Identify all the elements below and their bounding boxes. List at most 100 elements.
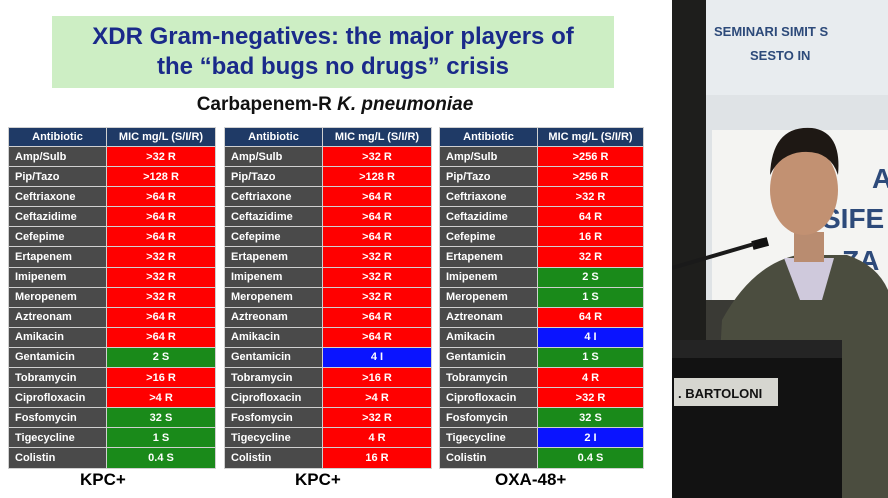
mic-value-cell: 64 R	[537, 306, 644, 328]
antibiotic-name-cell: Colistin	[8, 447, 107, 469]
table-row: Tobramycin >16 R	[8, 367, 216, 389]
antibiotic-name-cell: Imipenem	[8, 266, 107, 288]
antibiotic-name-cell: Aztreonam	[439, 306, 538, 328]
mic-value-cell: >32 R	[537, 387, 644, 409]
table-row: Ciprofloxacin >4 R	[224, 387, 432, 409]
mic-value-cell: >64 R	[322, 326, 432, 348]
table-row: Aztreonam >64 R	[8, 306, 216, 328]
antibiotic-name-cell: Meropenem	[439, 286, 538, 308]
antibiotic-name-cell: Amikacin	[439, 326, 538, 348]
side-text-1: A	[872, 163, 888, 194]
table-row: Cefepime >64 R	[224, 226, 432, 248]
antibiotic-name-cell: Tigecycline	[8, 427, 107, 449]
antibiotic-name-cell: Pip/Tazo	[224, 166, 323, 188]
subtitle-prefix: Carbapenem-R	[196, 94, 338, 115]
slide-subtitle: Carbapenem-R K. pneumoniae	[120, 94, 550, 116]
mic-value-cell: >32 R	[106, 246, 216, 268]
mic-value-cell: 1 S	[106, 427, 216, 449]
table-row: Imipenem >32 R	[224, 266, 432, 288]
antibiotic-name-cell: Amp/Sulb	[8, 145, 107, 168]
header-antibiotic: Antibiotic	[439, 127, 538, 147]
mic-value-cell: >32 R	[322, 246, 432, 268]
table-2-label: KPC+	[295, 470, 341, 489]
antibiotic-name-cell: Tobramycin	[439, 367, 538, 389]
antibiotic-name-cell: Cefepime	[224, 226, 323, 248]
mic-value-cell: >64 R	[322, 186, 432, 208]
table-row: Fosfomycin 32 S	[439, 407, 644, 429]
slide-title-box: XDR Gram-negatives: the major players of…	[52, 16, 614, 88]
table-1-label: KPC+	[80, 470, 126, 489]
mic-table-2: Antibiotic MIC mg/L (S/I/R) Amp/Sulb >32 …	[224, 127, 432, 469]
banner-line-1: SEMINARI SIMIT S	[714, 24, 828, 39]
table-row: Tobramycin >16 R	[224, 367, 432, 389]
antibiotic-name-cell: Pip/Tazo	[439, 166, 538, 188]
mic-value-cell: >32 R	[106, 266, 216, 288]
antibiotic-name-cell: Fosfomycin	[439, 407, 538, 429]
table-row: Gentamicin 2 S	[8, 346, 216, 369]
table-row: Ceftazidime 64 R	[439, 206, 644, 228]
antibiotic-name-cell: Colistin	[439, 447, 538, 469]
table-row: Imipenem >32 R	[8, 266, 216, 288]
antibiotic-name-cell: Aztreonam	[224, 306, 323, 328]
antibiotic-name-cell: Cefepime	[8, 226, 107, 248]
mic-value-cell: >32 R	[322, 286, 432, 308]
table-row: Colistin 0.4 S	[439, 447, 644, 469]
antibiotic-name-cell: Gentamicin	[224, 346, 323, 369]
mic-value-cell: 2 S	[537, 266, 644, 288]
slide-title-line-1: XDR Gram-negatives: the major players of	[92, 23, 574, 50]
mic-value-cell: 4 R	[322, 427, 432, 449]
table-row: Aztreonam 64 R	[439, 306, 644, 328]
table-row: Ceftriaxone >64 R	[8, 186, 216, 208]
table-row: Imipenem 2 S	[439, 266, 644, 288]
table-row: Ciprofloxacin >4 R	[8, 387, 216, 409]
antibiotic-name-cell: Tobramycin	[8, 367, 107, 389]
antibiotic-name-cell: Meropenem	[8, 286, 107, 308]
table-row: Ceftazidime >64 R	[224, 206, 432, 228]
mic-value-cell: 4 I	[322, 346, 432, 369]
mic-value-cell: >64 R	[106, 206, 216, 228]
antibiotic-name-cell: Fosfomycin	[8, 407, 107, 429]
table-row: Fosfomycin 32 S	[8, 407, 216, 429]
header-antibiotic: Antibiotic	[224, 127, 323, 147]
mic-value-cell: 16 R	[537, 226, 644, 248]
header-antibiotic: Antibiotic	[8, 127, 107, 147]
mic-value-cell: >16 R	[322, 367, 432, 389]
table-row: Colistin 16 R	[224, 447, 432, 469]
antibiotic-name-cell: Amp/Sulb	[439, 145, 538, 168]
table-row: Ceftriaxone >64 R	[224, 186, 432, 208]
mic-value-cell: >32 R	[322, 145, 432, 168]
antibiotic-name-cell: Tobramycin	[224, 367, 323, 389]
antibiotic-name-cell: Tigecycline	[439, 427, 538, 449]
mic-value-cell: 32 S	[537, 407, 644, 429]
mic-value-cell: >32 R	[322, 407, 432, 429]
mic-value-cell: >32 R	[106, 145, 216, 168]
antibiotic-name-cell: Ceftazidime	[224, 206, 323, 228]
slide-title-line-2: the “bad bugs no drugs” crisis	[156, 53, 510, 80]
table-row: Meropenem >32 R	[224, 286, 432, 308]
antibiotic-name-cell: Gentamicin	[439, 346, 538, 369]
mic-value-cell: 16 R	[322, 447, 432, 469]
antibiotic-name-cell: Pip/Tazo	[8, 166, 107, 188]
speaker-photo-graphic: SEMINARI SIMIT S SESTO IN A SIFE ZA . BA…	[672, 0, 888, 498]
table-row: Tigecycline 2 I	[439, 427, 644, 449]
mic-value-cell: >64 R	[106, 326, 216, 348]
mic-value-cell: 32 R	[537, 246, 644, 268]
antibiotic-name-cell: Amikacin	[224, 326, 323, 348]
table-row: Cefepime 16 R	[439, 226, 644, 248]
mic-value-cell: >4 R	[322, 387, 432, 409]
antibiotic-name-cell: Gentamicin	[8, 346, 107, 369]
mic-table-3: Antibiotic MIC mg/L (S/I/R) Amp/Sulb >256…	[439, 127, 644, 469]
table-row: Tigecycline 4 R	[224, 427, 432, 449]
table-row: Amikacin >64 R	[224, 326, 432, 348]
mic-value-cell: 4 R	[537, 367, 644, 389]
table-row: Gentamicin 1 S	[439, 346, 644, 369]
antibiotic-name-cell: Meropenem	[224, 286, 323, 308]
mic-value-cell: 0.4 S	[106, 447, 216, 469]
mic-value-cell: 1 S	[537, 286, 644, 308]
antibiotic-name-cell: Colistin	[224, 447, 323, 469]
antibiotic-name-cell: Fosfomycin	[224, 407, 323, 429]
antibiotic-name-cell: Ceftriaxone	[224, 186, 323, 208]
table-row: Amp/Sulb >32 R	[224, 145, 432, 168]
mic-value-cell: >128 R	[322, 166, 432, 188]
antibiotic-name-cell: Imipenem	[439, 266, 538, 288]
